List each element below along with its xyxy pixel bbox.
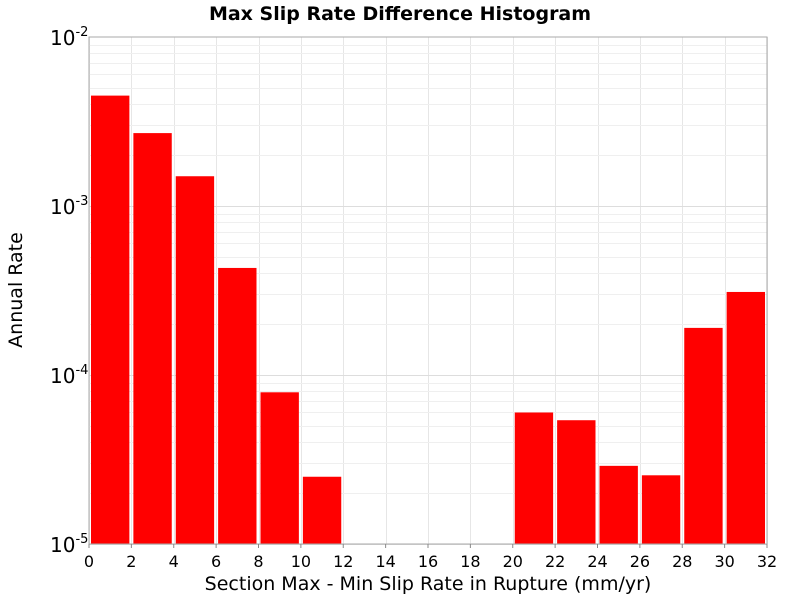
x-tick-label: 2 (126, 552, 136, 571)
x-tick-label: 28 (672, 552, 692, 571)
x-tick-label: 18 (460, 552, 480, 571)
y-tick-layer: 10-510-410-310-2 (50, 25, 88, 557)
x-tick-label: 22 (545, 552, 565, 571)
histogram-bar (175, 176, 215, 544)
x-tick-layer: 0 2 4 6 8 10 12 14 16 18 20 22 24 26 28 30 32 (84, 544, 777, 571)
x-axis-label: Section Max - Min Slip Rate in Rupture (… (205, 573, 652, 595)
y-tick-base: 10 (50, 533, 75, 557)
histogram-bar (91, 95, 130, 544)
y-tick-exponent: -3 (75, 194, 88, 209)
x-tick-label: 12 (333, 552, 353, 571)
bar-layer (91, 95, 765, 544)
y-tick-base: 10 (50, 26, 75, 50)
x-tick-label: 24 (587, 552, 607, 571)
x-tick-label: 8 (253, 552, 263, 571)
histogram-bar (514, 412, 554, 544)
histogram-bar (218, 267, 257, 544)
histogram-bar (599, 465, 638, 544)
y-tick-label: 10-3 (50, 194, 88, 219)
histogram-bar (641, 475, 681, 544)
x-tick-label: 14 (375, 552, 395, 571)
y-tick-exponent: -4 (75, 363, 88, 378)
histogram-bar (726, 291, 765, 544)
x-tick-label: 26 (630, 552, 650, 571)
x-tick-label: 20 (503, 552, 523, 571)
y-tick-base: 10 (50, 195, 75, 219)
x-tick-label: 0 (84, 552, 94, 571)
histogram-bar (302, 476, 342, 544)
x-tick-label: 6 (211, 552, 221, 571)
histogram-bar (133, 133, 172, 544)
y-axis-label: Annual Rate (5, 232, 27, 348)
y-tick-label: 10-2 (50, 25, 88, 50)
x-tick-label: 16 (418, 552, 438, 571)
histogram-bar (260, 392, 299, 544)
y-tick-base: 10 (50, 364, 75, 388)
x-tick-label: 32 (757, 552, 777, 571)
histogram-bar (557, 420, 596, 544)
grid-layer (89, 37, 768, 545)
y-tick-exponent: -5 (75, 532, 88, 547)
x-tick-label: 10 (291, 552, 311, 571)
y-tick-exponent: -2 (75, 25, 88, 40)
x-tick-label: 4 (169, 552, 179, 571)
y-tick-label: 10-5 (50, 532, 88, 557)
x-tick-label: 30 (714, 552, 734, 571)
histogram-bar (684, 327, 723, 544)
y-tick-label: 10-4 (50, 363, 88, 388)
chart-title: Max Slip Rate Difference Histogram (209, 3, 591, 25)
